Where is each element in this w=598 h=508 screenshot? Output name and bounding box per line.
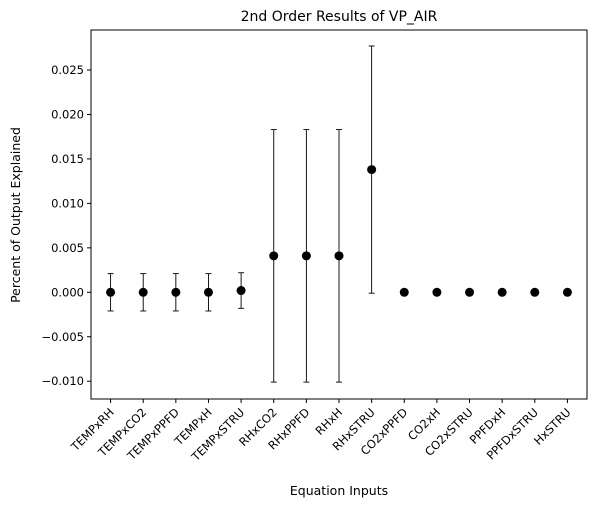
data-point <box>203 287 213 297</box>
y-tick-label: 0.020 <box>51 107 84 121</box>
data-point <box>138 287 148 297</box>
data-point <box>301 251 311 261</box>
chart-title: 2nd Order Results of VP_AIR <box>241 9 438 25</box>
data-point <box>562 287 572 297</box>
data-point <box>497 287 507 297</box>
y-axis-label: Percent of Output Explained <box>8 127 23 303</box>
data-point <box>106 287 116 297</box>
y-axis: −0.010 −0.005 0.000 0.005 0.010 0.015 0.020 0.0… <box>41 63 91 388</box>
y-tick-label: 0.025 <box>51 63 84 77</box>
y-tick-label: −0.010 <box>41 374 84 388</box>
plot-content <box>106 45 572 383</box>
data-point <box>236 286 246 296</box>
data-point <box>399 287 409 297</box>
data-point <box>530 287 540 297</box>
data-point <box>171 287 181 297</box>
y-tick-label: −0.005 <box>41 330 84 344</box>
data-point <box>465 287 475 297</box>
y-tick-label: 0.000 <box>51 285 84 299</box>
data-point <box>269 251 279 261</box>
data-point <box>432 287 442 297</box>
x-axis-label: Equation Inputs <box>290 483 388 498</box>
x-axis: TEMPxRHTEMPxCO2TEMPxPPFDTEMPxHTEMPxSTRUR… <box>67 399 574 464</box>
y-tick-label: 0.015 <box>51 152 84 166</box>
y-tick-label: 0.010 <box>51 196 84 210</box>
data-point <box>334 251 344 261</box>
y-tick-label: 0.005 <box>51 241 84 255</box>
data-point <box>367 165 377 175</box>
